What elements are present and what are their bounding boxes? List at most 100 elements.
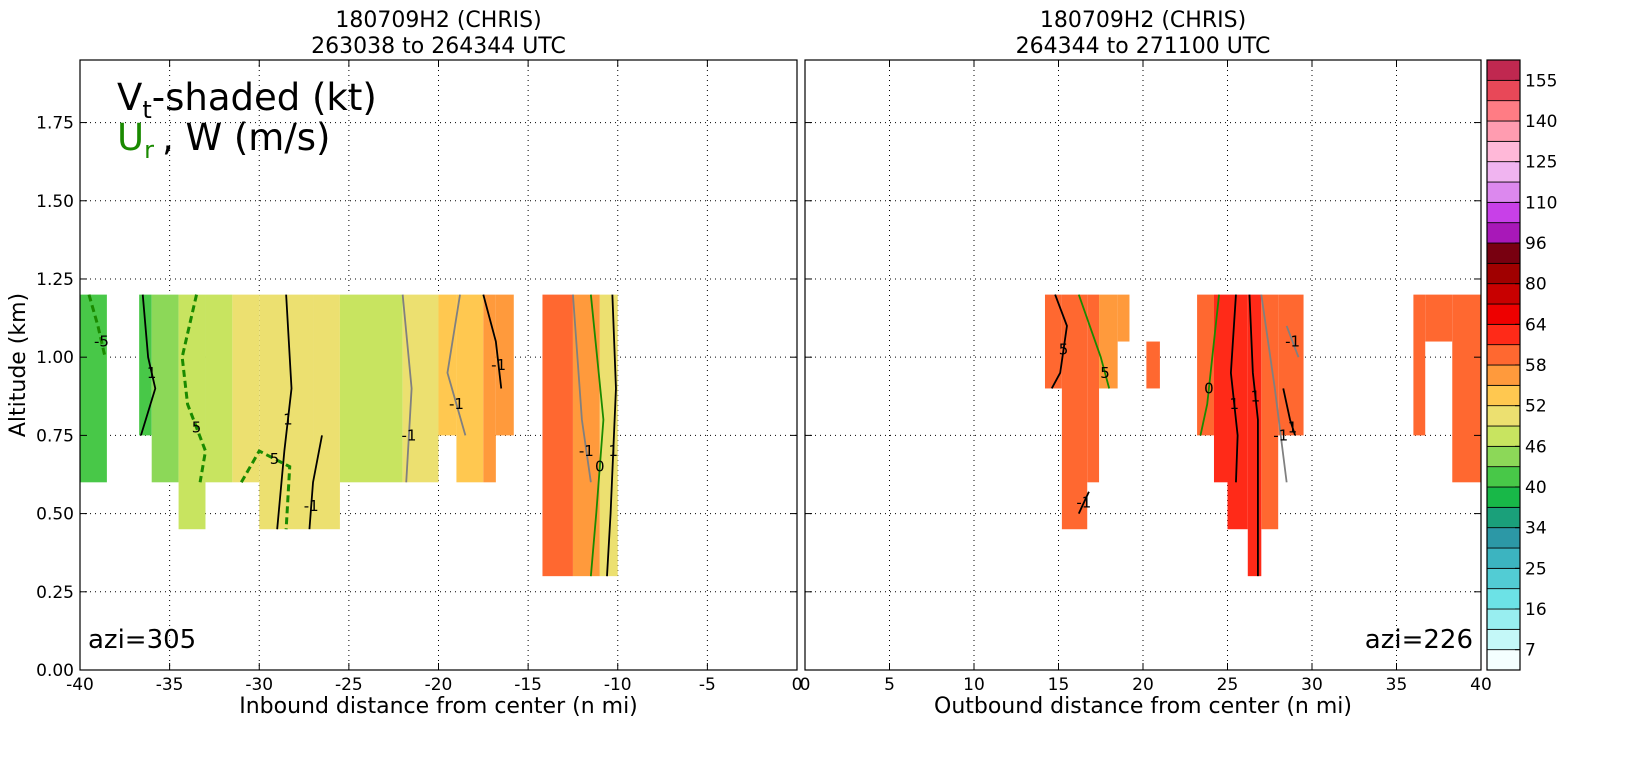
- colorbar-bin: [1486, 262, 1521, 285]
- colorbar-bin: [1486, 181, 1521, 203]
- x-tick-label: 20: [1132, 675, 1154, 695]
- legend-main: U: [117, 116, 144, 159]
- shaded-cell: [495, 294, 514, 436]
- colorbar-tick-label: 125: [1525, 153, 1557, 173]
- annotation: azi=226: [1365, 625, 1473, 655]
- shaded-cell: [1197, 294, 1214, 436]
- contour-label: 1: [1229, 395, 1239, 413]
- x-axis-label: Inbound distance from center (n mi): [239, 694, 638, 719]
- contour-line: [1282, 388, 1296, 436]
- x-tick-label: 5: [884, 675, 895, 695]
- shaded-cell: [456, 294, 484, 483]
- colorbar-bin: [1486, 466, 1521, 488]
- shaded-cell: [1413, 294, 1426, 436]
- x-tick-label: -25: [335, 675, 363, 695]
- shaded-cell: [1146, 341, 1160, 389]
- colorbar-bin: [1486, 628, 1521, 651]
- colorbar-bin: [1486, 120, 1521, 142]
- shaded-cell: [313, 294, 340, 530]
- colorbar-bin: [1486, 445, 1521, 468]
- legend-ur: Ur , W (m/s): [117, 116, 331, 164]
- colorbar-bin: [1486, 201, 1521, 224]
- contour-label: 1: [283, 411, 293, 429]
- x-tick-label: 30: [1301, 675, 1323, 695]
- contour-line: [1077, 294, 1111, 389]
- shaded-cell: [1117, 294, 1130, 342]
- legend-sub: t: [142, 96, 151, 124]
- y-tick-label: 0.50: [36, 505, 74, 525]
- shaded-cell: [1452, 294, 1481, 483]
- colorbar-bin: [1486, 384, 1521, 407]
- contour-label: 1: [1288, 419, 1298, 437]
- x-tick-label: -30: [245, 675, 273, 695]
- colorbar-tick-label: 110: [1525, 193, 1557, 213]
- colorbar-bin: [1486, 527, 1521, 549]
- y-tick-label: 1.25: [36, 270, 74, 290]
- shaded-cell: [178, 294, 206, 530]
- colorbar-bin: [1486, 425, 1521, 447]
- colorbar-bin: [1486, 486, 1521, 508]
- y-tick-label: 0.75: [36, 426, 74, 446]
- contour-label: -1: [1285, 333, 1300, 351]
- colorbar-tick-label: 52: [1525, 397, 1547, 417]
- contour-line: [1229, 294, 1239, 483]
- colorbar-bin: [1486, 161, 1521, 183]
- colorbar-tick-label: 34: [1525, 519, 1547, 539]
- contour-line: [1260, 294, 1288, 483]
- x-tick-label: 35: [1386, 675, 1408, 695]
- contour-line: [401, 294, 413, 483]
- x-axis-label: Outbound distance from center (n mi): [934, 694, 1352, 719]
- contour-label: -5: [94, 333, 109, 351]
- shaded-cell: [483, 294, 496, 483]
- x-tick-label: -20: [425, 675, 453, 695]
- contour-label: -1: [401, 426, 416, 444]
- contour-label: -1: [1076, 494, 1091, 512]
- contour-label: 1: [1251, 387, 1261, 405]
- contour-label: 5: [1100, 364, 1110, 382]
- colorbar-bin: [1486, 608, 1521, 630]
- colorbar-bin: [1486, 242, 1521, 264]
- x-tick-label: -40: [66, 675, 94, 695]
- chart-subtitle: 263038 to 264344 UTC: [311, 34, 566, 59]
- colorbar-tick-label: 40: [1525, 478, 1547, 498]
- legend-rest: -shaded (kt): [152, 76, 377, 119]
- colorbar-tick-label: 16: [1525, 600, 1547, 620]
- shaded-cell: [599, 294, 618, 577]
- contour-line: [240, 449, 292, 530]
- contour-label: 0: [1204, 379, 1214, 397]
- colorbar-tick-label: 64: [1525, 315, 1547, 335]
- colorbar-tick-label: 96: [1525, 234, 1547, 254]
- contour-label: 1: [608, 442, 618, 460]
- colorbar-bin: [1486, 405, 1521, 427]
- chart-title: 180709H2 (CHRIS): [1040, 8, 1246, 33]
- annotation: azi=305: [88, 625, 196, 655]
- y-tick-label: 1.00: [36, 348, 74, 368]
- colorbar-bin: [1486, 303, 1521, 325]
- colorbar-bin: [1486, 79, 1521, 102]
- contour-line: [589, 294, 605, 577]
- x-tick-label: -15: [514, 675, 542, 695]
- y-tick-label: 0.00: [36, 661, 74, 681]
- colorbar-bin: [1486, 140, 1521, 163]
- shaded-cell: [232, 294, 260, 483]
- colorbar-tick-label: 58: [1525, 356, 1547, 376]
- shaded-cell: [438, 294, 457, 436]
- contour-label: 5: [270, 450, 280, 468]
- shaded-cell: [1261, 294, 1279, 530]
- colorbar-bin: [1486, 59, 1521, 81]
- colorbar-tick-label: 7: [1525, 641, 1536, 661]
- contour-line: [606, 294, 617, 577]
- contour-label: 5: [1059, 340, 1069, 358]
- colorbar-bin: [1486, 588, 1521, 610]
- y-tick-label: 0.25: [36, 583, 74, 603]
- x-tick-label: 25: [1217, 675, 1239, 695]
- contour-line: [446, 294, 467, 436]
- colorbar-tick-label: 140: [1525, 112, 1557, 132]
- shaded-cell: [139, 294, 152, 436]
- contour-line: [1285, 325, 1300, 358]
- contour-line: [1248, 294, 1259, 577]
- x-tick-label: -10: [604, 675, 632, 695]
- shaded-cell: [542, 294, 573, 577]
- x-tick-label: 40: [1470, 675, 1492, 695]
